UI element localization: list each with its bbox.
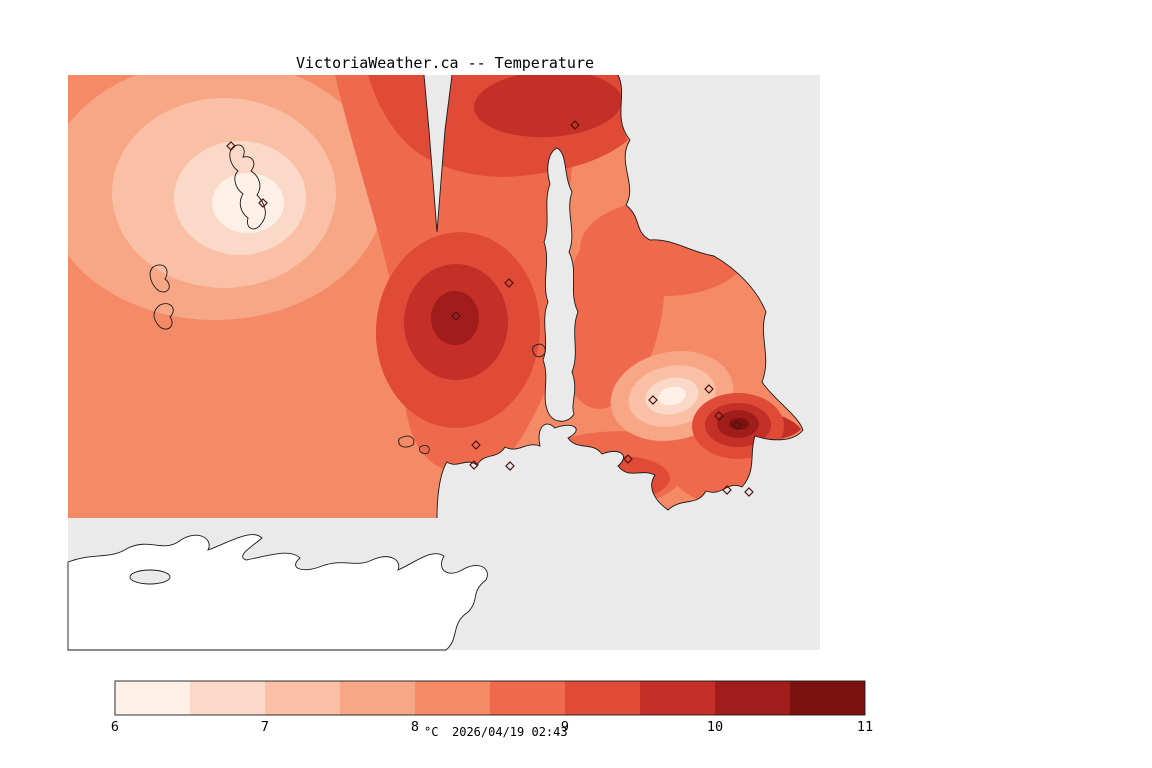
colorbar-segment — [340, 681, 415, 715]
colorbar-segment — [640, 681, 715, 715]
temp-zone-east-cool-core — [658, 386, 686, 406]
station-marker — [258, 198, 268, 208]
lagoon-water — [129, 569, 171, 585]
stations-layer — [226, 120, 754, 497]
colorbar-tick-label: 11 — [857, 719, 873, 735]
colorbar-tick-label: 9 — [561, 719, 569, 735]
colorbar-segment — [115, 681, 190, 715]
station-marker — [469, 460, 479, 470]
colorbar-segment — [415, 681, 490, 715]
station-marker — [714, 411, 724, 421]
station-marker — [722, 485, 732, 495]
colorbar: 6 7 8 9 10 11 °C 2026/04/19 02:43 — [111, 680, 873, 739]
station-marker — [704, 384, 714, 394]
colorbar-tick-label: 7 — [261, 719, 269, 735]
colorbar-tick-label: 6 — [111, 719, 119, 735]
station-marker — [471, 440, 481, 450]
island-outline-south-2 — [419, 444, 430, 454]
colorbar-segment — [490, 681, 565, 715]
temp-zone-center-core — [431, 291, 479, 345]
inlet-water — [542, 147, 579, 422]
temp-zone-hot-core — [729, 418, 749, 430]
coastline — [423, 74, 804, 519]
colorbar-segment — [265, 681, 340, 715]
colorbar-frame — [114, 680, 866, 716]
land-no-data — [67, 534, 488, 651]
station-marker — [505, 461, 515, 471]
station-marker — [744, 487, 754, 497]
page-title: VictoriaWeather.ca -- Temperature — [296, 54, 595, 72]
colorbar-tick-label: 10 — [707, 719, 723, 735]
island-outline-west-1 — [149, 264, 170, 293]
colorbar-segment — [790, 681, 865, 715]
island-outline-northwest — [229, 144, 266, 230]
timestamp-label: 2026/04/19 02:43 — [452, 725, 568, 739]
station-marker — [504, 278, 514, 288]
temp-zone-north-core — [474, 75, 622, 138]
colorbar-tick-label: 8 — [411, 719, 419, 735]
island-outline-center — [532, 343, 546, 358]
station-marker — [451, 311, 461, 321]
colorbar-segment — [715, 681, 790, 715]
colorbar-segment — [565, 681, 640, 715]
station-marker — [732, 420, 742, 430]
station-marker — [648, 395, 658, 405]
units-label: °C — [424, 725, 438, 739]
station-marker — [570, 120, 580, 130]
station-marker — [623, 454, 633, 464]
temp-zone-cool-core — [212, 173, 284, 233]
station-marker — [226, 141, 236, 151]
island-outline-west-2 — [153, 303, 174, 330]
island-outline-south-1 — [398, 435, 415, 448]
colorbar-segment — [190, 681, 265, 715]
